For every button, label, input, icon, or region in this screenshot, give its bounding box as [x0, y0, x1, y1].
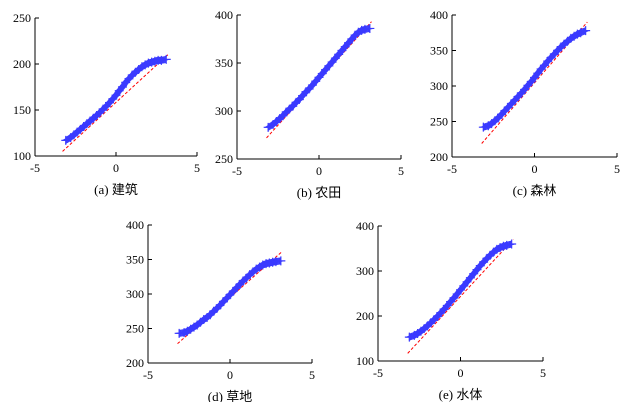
reference-line: [481, 21, 588, 144]
data-point: [61, 135, 71, 145]
data-point: [161, 54, 171, 64]
y-tick-label: 400: [215, 8, 233, 22]
qq-panel-3: -5 0 5 200 250 300 350 400 (c) 森林: [430, 8, 620, 198]
x-tick-label: -5: [30, 161, 40, 175]
data-point: [360, 24, 370, 34]
y-tick-label: 100: [356, 354, 374, 368]
x-tick-label: 5: [309, 368, 315, 382]
data-point: [502, 240, 512, 250]
panel-caption: (c) 森林: [513, 183, 557, 198]
data-point: [404, 332, 414, 342]
y-tick-label: 100: [13, 149, 31, 163]
data-point: [263, 122, 273, 132]
y-tick-label: 400: [356, 219, 374, 233]
qq-panel-4: -5 0 5 200 250 300 350 400 (d) 草地: [126, 218, 315, 404]
data-point: [507, 239, 517, 249]
y-tick-label: 350: [126, 253, 144, 267]
y-tick-label: 350: [215, 56, 233, 70]
y-tick-label: 300: [215, 104, 233, 118]
y-tick-label: 300: [356, 264, 374, 278]
qq-panel-2: -5 0 5 250 300 350 400 (b) 农田: [215, 8, 404, 200]
panel-caption: (b) 农田: [297, 185, 341, 200]
x-tick-label: 0: [316, 164, 322, 178]
reference-line: [407, 239, 514, 354]
x-tick-label: 5: [614, 162, 620, 176]
data-point: [111, 90, 121, 100]
y-tick-label: 250: [126, 322, 144, 336]
qq-panel-5: -5 0 5 100 200 300 400 (e) 水体: [356, 219, 546, 402]
x-tick-label: 5: [398, 164, 404, 178]
x-tick-label: 5: [194, 161, 200, 175]
data-point: [365, 23, 375, 33]
y-tick-label: 300: [430, 79, 448, 93]
y-tick-label: 250: [13, 11, 31, 25]
qq-panel-1: -5 0 5 100 150 200 250 (a) 建筑: [13, 11, 200, 197]
data-point: [174, 328, 184, 338]
x-tick-label: -5: [447, 162, 457, 176]
x-tick-label: -5: [232, 164, 242, 178]
x-tick-label: 0: [227, 368, 233, 382]
data-point: [156, 55, 166, 65]
y-tick-label: 400: [430, 8, 448, 22]
quantile-marker-band: [62, 56, 169, 144]
y-tick-label: 350: [430, 44, 448, 58]
panel-caption: (e) 水体: [439, 387, 483, 402]
reference-line: [62, 54, 169, 152]
data-point: [576, 28, 586, 38]
data-point: [276, 256, 286, 266]
x-tick-label: 5: [540, 366, 546, 380]
x-tick-label: 0: [458, 366, 464, 380]
panel-caption: (d) 草地: [208, 389, 252, 402]
y-tick-label: 200: [356, 309, 374, 323]
y-tick-label: 200: [126, 356, 144, 370]
data-point: [581, 26, 591, 36]
data-point: [117, 82, 127, 92]
x-tick-label: 0: [113, 161, 119, 175]
y-tick-label: 400: [126, 218, 144, 232]
y-tick-label: 250: [215, 152, 233, 166]
x-tick-label: -5: [143, 368, 153, 382]
y-tick-label: 250: [430, 115, 448, 129]
panel-caption: (a) 建筑: [94, 182, 138, 197]
y-tick-label: 200: [13, 57, 31, 71]
y-tick-label: 200: [430, 150, 448, 164]
x-tick-label: -5: [373, 366, 383, 380]
data-point: [271, 257, 281, 267]
y-tick-label: 300: [126, 287, 144, 301]
data-point: [478, 122, 488, 132]
x-tick-label: 0: [532, 162, 538, 176]
y-tick-label: 150: [13, 103, 31, 117]
